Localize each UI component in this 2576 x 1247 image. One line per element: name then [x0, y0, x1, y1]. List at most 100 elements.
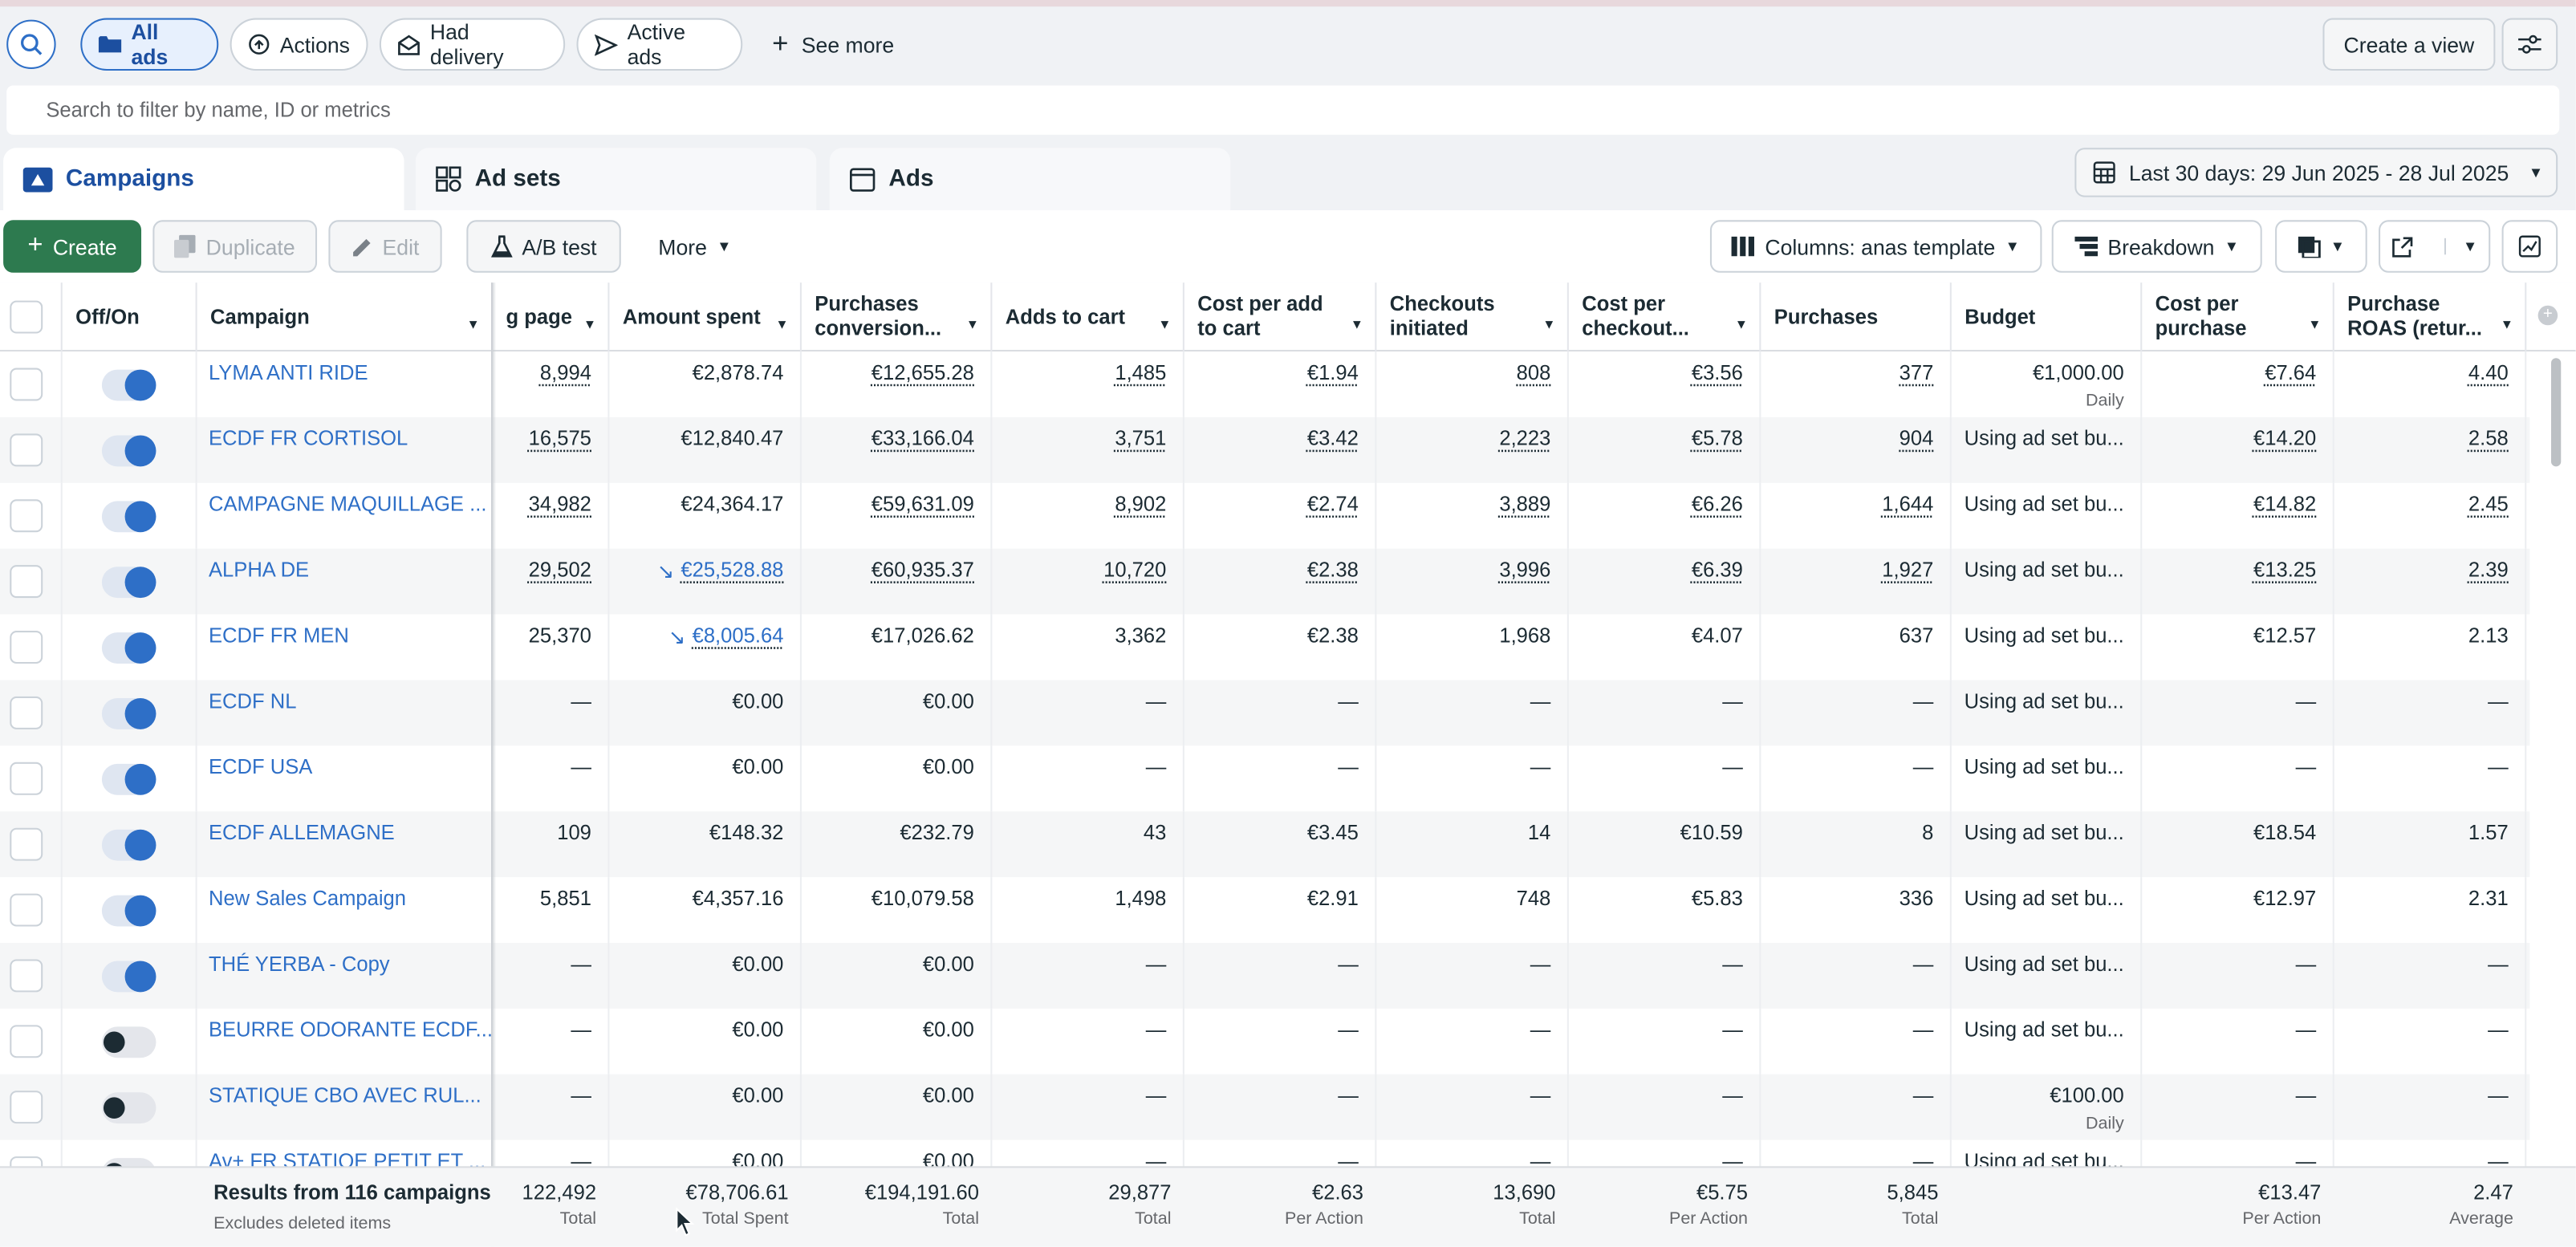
table-row[interactable]: ALPHA DE 29,502 ↘ €25,528.88 €60,935.37 10,72… — [0, 548, 2530, 615]
chip-active-ads[interactable]: Active ads — [576, 18, 743, 71]
sort-caret-icon[interactable]: ▼ — [1734, 317, 1749, 332]
columns-button[interactable]: Columns: anas template ▼ — [1709, 220, 2042, 273]
on-off-toggle[interactable] — [101, 829, 156, 861]
filter-settings-button[interactable] — [2501, 18, 2558, 71]
sort-caret-icon[interactable]: ▼ — [2500, 317, 2513, 332]
table-row[interactable]: CAMPAGNE MAQUILLAGE ... 34,982 €24,364.17 €… — [0, 482, 2529, 549]
on-off-toggle[interactable] — [101, 632, 156, 664]
column-header-cpa[interactable]: Cost per add to cart ▼ — [1184, 282, 1377, 352]
column-header-pur[interactable]: Purchases — [1761, 282, 1952, 352]
charts-button[interactable] — [2501, 220, 2558, 273]
table-row[interactable]: ECDF NL — €0.00 €0.00 — — — — — Using ad set bu..… — [0, 680, 2530, 746]
chip-actions[interactable]: Actions — [230, 18, 368, 71]
column-header-campaign[interactable]: Campaign ▼ — [197, 282, 494, 352]
table-row[interactable]: ECDF ALLEMAGNE 109 €148.32 €232.79 43 €3.45 14… — [0, 811, 2530, 878]
row-checkbox[interactable] — [10, 827, 43, 861]
breakdown-button[interactable]: Breakdown ▼ — [2051, 220, 2262, 273]
column-header-chk[interactable]: Checkouts initiated ▼ — [1376, 282, 1569, 352]
column-header-adds[interactable]: Adds to cart ▼ — [992, 282, 1184, 352]
search-input[interactable]: Search to filter by name, ID or metrics — [6, 85, 2560, 135]
on-off-toggle[interactable] — [101, 1092, 156, 1124]
metric-cell-cpa: €2.38 — [1184, 614, 1377, 680]
row-checkbox[interactable] — [10, 696, 43, 729]
sort-caret-icon[interactable]: ▼ — [1350, 317, 1364, 332]
on-off-toggle[interactable] — [101, 369, 156, 401]
table-row[interactable]: ECDF FR MEN 25,370 ↘ €8,005.64 €17,026.62 3,3… — [0, 614, 2529, 680]
campaign-name-link[interactable]: ALPHA DE — [197, 548, 494, 615]
column-header-landing[interactable]: g page ▼ — [493, 282, 610, 352]
column-header-budget[interactable]: Budget — [1952, 282, 2143, 352]
campaign-name-link[interactable]: ECDF USA — [197, 745, 494, 812]
chip-all-ads[interactable]: All ads — [80, 18, 219, 71]
table-row[interactable]: STATIQUE CBO AVEC RUL... — €0.00 €0.00 — — — — —… — [0, 1074, 2530, 1140]
on-off-toggle[interactable] — [101, 435, 156, 467]
on-off-toggle[interactable] — [101, 501, 156, 533]
campaign-name-link[interactable]: STATIQUE CBO AVEC RUL... — [197, 1074, 494, 1140]
campaign-name-link[interactable]: THÉ YERBA - Copy — [197, 942, 494, 1009]
select-all-checkbox[interactable] — [10, 300, 43, 334]
row-checkbox[interactable] — [10, 499, 43, 533]
vertical-scrollbar[interactable] — [2550, 358, 2562, 467]
column-header-amount[interactable]: Amount spent ▼ — [609, 282, 802, 352]
campaign-name-link[interactable]: BEURRE ODORANTE ECDF... — [197, 1008, 494, 1074]
sort-caret-icon[interactable]: ▼ — [466, 317, 480, 332]
tab-campaigns[interactable]: Campaigns — [3, 148, 404, 211]
sort-caret-icon[interactable]: ▼ — [1158, 317, 1172, 332]
campaign-name-link[interactable]: ECDF FR MEN — [197, 614, 494, 680]
campaign-name-link[interactable]: ECDF FR CORTISOL — [197, 416, 494, 483]
row-checkbox[interactable] — [10, 1025, 43, 1058]
more-button[interactable]: More ▼ — [637, 220, 752, 273]
on-off-toggle[interactable] — [101, 895, 156, 927]
row-checkbox[interactable] — [10, 565, 43, 599]
table-row[interactable]: THÉ YERBA - Copy — €0.00 €0.00 — — — — — Using ad… — [0, 942, 2530, 1009]
on-off-toggle[interactable] — [101, 567, 156, 599]
export-button[interactable]: ▼ — [2379, 220, 2491, 273]
on-off-toggle[interactable] — [101, 697, 156, 729]
column-header-cpc[interactable]: Cost per checkout... ▼ — [1569, 282, 1761, 352]
on-off-toggle[interactable] — [101, 961, 156, 993]
sort-caret-icon[interactable]: ▼ — [2308, 317, 2322, 332]
create-view-button[interactable]: Create a view — [2322, 18, 2496, 71]
chip-had-delivery[interactable]: Had delivery — [379, 18, 566, 71]
date-range-picker[interactable]: Last 30 days: 29 Jun 2025 - 28 Jul 2025 … — [2074, 148, 2558, 197]
row-checkbox[interactable] — [10, 893, 43, 927]
see-more-button[interactable]: + See more — [772, 18, 894, 71]
tab-ad-sets[interactable]: Ad sets — [415, 148, 817, 211]
table-row[interactable]: LYMA ANTI RIDE 8,994 €2,878.74 €12,655.28 1,… — [0, 351, 2529, 417]
campaign-name-link[interactable]: ECDF NL — [197, 680, 494, 746]
table-row[interactable]: ECDF FR CORTISOL 16,575 €12,840.47 €33,166.… — [0, 416, 2530, 483]
campaign-name-link[interactable]: New Sales Campaign — [197, 877, 494, 943]
create-button[interactable]: + Create — [3, 220, 142, 273]
sort-caret-icon[interactable]: ▼ — [775, 317, 789, 332]
row-checkbox[interactable] — [10, 1091, 43, 1124]
column-header-cpp[interactable]: Cost per purchase ▼ — [2142, 282, 2334, 352]
column-header-cb[interactable] — [0, 282, 63, 352]
search-button[interactable] — [6, 19, 56, 69]
row-checkbox[interactable] — [10, 368, 43, 401]
sort-caret-icon[interactable]: ▼ — [965, 317, 980, 332]
campaign-name-link[interactable]: ECDF ALLEMAGNE — [197, 811, 494, 878]
table-row[interactable]: ECDF USA — €0.00 €0.00 — — — — — Using ad set bu.… — [0, 745, 2529, 812]
campaign-name-link[interactable]: CAMPAGNE MAQUILLAGE ... — [197, 482, 494, 549]
sort-caret-icon[interactable]: ▼ — [1542, 317, 1556, 332]
row-checkbox[interactable] — [10, 959, 43, 993]
ab-test-button[interactable]: A/B test — [466, 220, 621, 273]
add-column-icon[interactable]: + — [2537, 305, 2558, 326]
tab-ads[interactable]: Ads — [829, 148, 1231, 211]
budget-value: Using ad set bu... — [1964, 755, 2124, 779]
row-checkbox[interactable] — [10, 762, 43, 795]
table-row[interactable]: New Sales Campaign 5,851 €4,357.16 €10,079.… — [0, 877, 2529, 943]
table-row[interactable]: BEURRE ODORANTE ECDF... — €0.00 €0.00 — — — — — U… — [0, 1008, 2529, 1074]
row-checkbox[interactable] — [10, 433, 43, 467]
campaign-name-link[interactable]: LYMA ANTI RIDE — [197, 351, 494, 417]
column-header-pc[interactable]: Purchases conversion... ▼ — [802, 282, 993, 352]
on-off-toggle[interactable] — [101, 763, 156, 795]
on-off-toggle[interactable] — [101, 1026, 156, 1058]
reports-button[interactable]: ▼ — [2275, 220, 2367, 273]
sort-caret-icon[interactable]: ▼ — [583, 317, 597, 332]
row-checkbox[interactable] — [10, 631, 43, 664]
column-header-roas[interactable]: Purchase ROAS (retur... ▼ — [2334, 282, 2527, 352]
edit-button[interactable]: Edit — [328, 220, 442, 273]
column-header-offon[interactable]: Off/On — [63, 282, 197, 352]
duplicate-button[interactable]: Duplicate — [152, 220, 318, 273]
